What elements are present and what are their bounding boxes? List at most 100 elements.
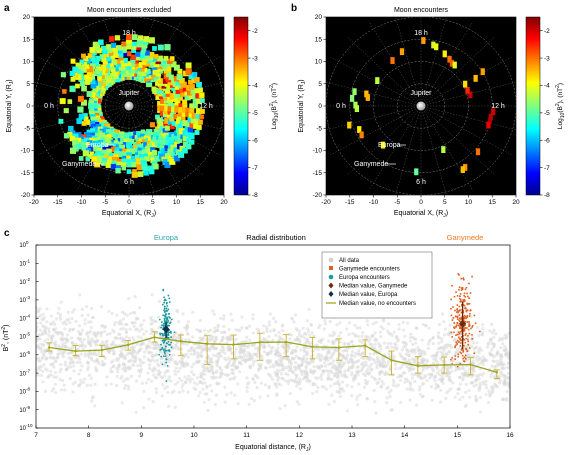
median-point <box>416 364 420 368</box>
ganymede-point <box>466 292 468 295</box>
all-data-point <box>486 342 490 346</box>
all-data-point <box>180 385 184 389</box>
all-data-point <box>499 372 503 376</box>
ganymede-point <box>450 298 452 301</box>
polar-spoke <box>420 105 512 156</box>
all-data-point <box>412 373 417 377</box>
all-data-point <box>71 360 75 364</box>
all-data-point <box>485 345 490 349</box>
all-data-point <box>192 373 196 377</box>
all-data-point <box>490 348 494 352</box>
ganymede-point <box>458 319 460 322</box>
all-data-point <box>85 332 89 336</box>
all-data-point <box>411 342 415 347</box>
all-data-point <box>324 387 329 391</box>
all-data-point <box>405 387 409 391</box>
all-data-point <box>138 306 142 310</box>
all-data-point <box>65 333 70 337</box>
all-data-point <box>206 408 210 413</box>
all-data-point <box>251 343 255 347</box>
y-tick-label: -10 <box>313 148 323 155</box>
all-data-point <box>63 388 67 392</box>
all-data-point <box>146 377 151 382</box>
all-data-point <box>474 345 478 349</box>
polar-spoke <box>395 105 422 195</box>
all-data-point <box>464 390 468 394</box>
all-data-point <box>86 365 91 369</box>
all-data-point <box>212 312 216 316</box>
all-data-point <box>194 387 198 392</box>
ganymede-point <box>456 315 459 318</box>
heat-cell <box>185 143 192 150</box>
legend-label-median-ganymede: Median value, Ganymede <box>339 284 408 290</box>
all-data-point <box>106 349 110 353</box>
all-data-point <box>477 348 481 352</box>
all-data-point <box>231 371 235 376</box>
all-data-point <box>401 320 405 324</box>
polar-spoke <box>346 105 422 176</box>
all-data-point <box>93 350 97 354</box>
all-data-point <box>43 339 47 343</box>
europa-point <box>163 319 166 322</box>
heat-cell <box>442 50 447 58</box>
all-data-point <box>192 352 196 357</box>
all-data-point <box>373 337 377 341</box>
all-data-point <box>169 379 173 383</box>
y-tick-label: -10 <box>21 148 31 155</box>
heat-cell <box>194 129 200 135</box>
all-data-point <box>423 350 427 354</box>
all-data-point <box>219 316 223 320</box>
all-data-point <box>356 394 360 398</box>
ganymede-point <box>450 314 453 317</box>
ganymede-point <box>456 295 459 297</box>
all-data-point <box>248 338 252 342</box>
all-data-point <box>103 362 107 366</box>
all-data-point <box>436 384 440 389</box>
all-data-point <box>384 346 389 350</box>
europa-point <box>167 320 170 322</box>
all-data-point <box>446 368 450 372</box>
ganymede-point <box>462 318 465 320</box>
all-data-point <box>436 361 440 366</box>
ganymede-point <box>453 326 455 329</box>
all-data-point <box>327 362 331 367</box>
all-data-point <box>505 398 509 403</box>
all-data-point <box>245 376 249 380</box>
all-data-point <box>267 344 271 348</box>
all-data-point <box>338 394 343 399</box>
y-tick-label: 15 <box>315 36 323 43</box>
all-data-point <box>248 365 252 369</box>
all-data-point <box>342 341 346 345</box>
all-data-point <box>453 337 457 341</box>
heat-cell <box>164 44 171 51</box>
all-data-point <box>439 388 443 392</box>
all-data-point <box>236 382 240 386</box>
y-tick-label: 0 <box>26 103 30 110</box>
all-data-point <box>200 349 204 353</box>
all-data-point <box>332 365 336 369</box>
all-data-point <box>467 368 471 372</box>
all-data-point <box>350 373 354 377</box>
ganymede-point <box>464 354 467 357</box>
all-data-point <box>144 381 148 385</box>
panel-letter-c: c <box>4 228 10 239</box>
ganymede-point <box>465 307 467 310</box>
all-data-point <box>232 377 236 381</box>
all-data-point <box>212 353 216 357</box>
all-data-point <box>403 380 407 384</box>
all-data-point <box>72 308 76 312</box>
all-data-point <box>59 367 63 371</box>
all-data-point <box>496 351 500 356</box>
x-tick-label: 13 <box>348 432 356 439</box>
ganymede-point <box>464 341 467 344</box>
all-data-point <box>101 340 105 344</box>
all-data-point <box>100 331 104 335</box>
heat-cell <box>434 43 439 51</box>
ganymede-point <box>467 328 470 331</box>
all-data-point <box>173 382 178 386</box>
heat-cell <box>196 81 202 88</box>
all-data-point <box>294 354 298 358</box>
all-data-point <box>214 393 218 397</box>
europa-point <box>165 299 167 302</box>
all-data-point <box>400 355 404 359</box>
